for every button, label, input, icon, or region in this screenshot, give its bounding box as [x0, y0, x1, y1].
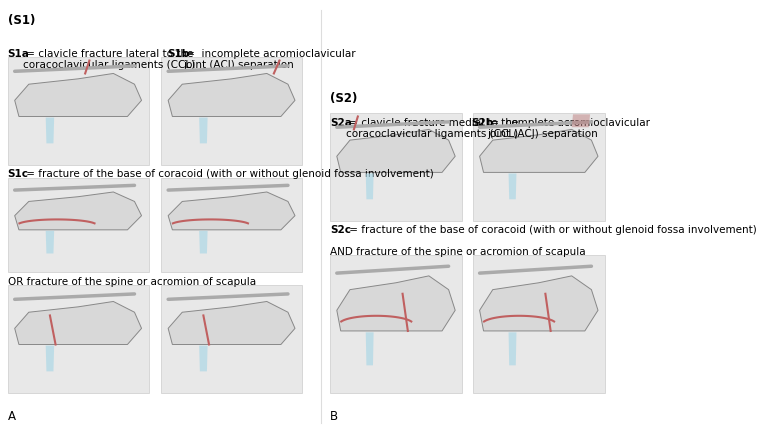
Text: = clavicle fracture lateral to the
coracoclavicular ligaments (CCL): = clavicle fracture lateral to the corac… — [23, 49, 195, 70]
FancyBboxPatch shape — [8, 178, 149, 272]
Polygon shape — [365, 332, 374, 365]
Text: = clavicle fracture medial to the
coracoclavicular ligaments (CCL): = clavicle fracture medial to the coraco… — [346, 117, 518, 139]
Text: S1a: S1a — [8, 49, 29, 59]
Polygon shape — [199, 346, 207, 372]
Polygon shape — [168, 192, 295, 230]
Polygon shape — [45, 346, 54, 372]
Text: S2a: S2a — [330, 117, 352, 128]
FancyBboxPatch shape — [473, 113, 604, 221]
Polygon shape — [168, 74, 295, 116]
Text: S1b: S1b — [167, 49, 190, 59]
Polygon shape — [509, 174, 517, 199]
Polygon shape — [45, 231, 54, 253]
FancyBboxPatch shape — [161, 285, 302, 393]
Text: OR fracture of the spine or acromion of scapula: OR fracture of the spine or acromion of … — [8, 277, 256, 287]
Polygon shape — [480, 129, 598, 172]
Text: S2c: S2c — [330, 225, 352, 235]
Text: A: A — [8, 410, 15, 423]
FancyBboxPatch shape — [473, 255, 604, 393]
Text: B: B — [330, 410, 338, 423]
Text: =  incomplete acromioclavicular
joint (ACJ) separation: = incomplete acromioclavicular joint (AC… — [183, 49, 355, 70]
Polygon shape — [509, 332, 517, 365]
Polygon shape — [168, 301, 295, 345]
Polygon shape — [337, 276, 455, 331]
Text: AND fracture of the spine or acromion of scapula: AND fracture of the spine or acromion of… — [330, 247, 586, 257]
Polygon shape — [15, 301, 142, 345]
Text: = fracture of the base of coracoid (with or without glenoid fossa involvement): = fracture of the base of coracoid (with… — [346, 225, 756, 235]
Polygon shape — [15, 74, 142, 116]
Text: S2b: S2b — [471, 117, 493, 128]
Polygon shape — [199, 117, 207, 143]
Polygon shape — [571, 114, 590, 127]
Text: (S2): (S2) — [330, 92, 358, 105]
FancyBboxPatch shape — [330, 113, 462, 221]
Text: =  complete acromioclavicular
joint (ACJ) separation: = complete acromioclavicular joint (ACJ)… — [487, 117, 650, 139]
FancyBboxPatch shape — [161, 178, 302, 272]
Polygon shape — [365, 174, 374, 199]
Polygon shape — [15, 192, 142, 230]
FancyBboxPatch shape — [8, 57, 149, 165]
Text: (S1): (S1) — [8, 14, 35, 27]
Text: = fracture of the base of coracoid (with or without glenoid fossa involvement): = fracture of the base of coracoid (with… — [23, 169, 434, 179]
FancyBboxPatch shape — [8, 285, 149, 393]
Polygon shape — [337, 129, 455, 172]
Text: S1c: S1c — [8, 169, 29, 179]
FancyBboxPatch shape — [161, 57, 302, 165]
Polygon shape — [199, 231, 207, 253]
FancyBboxPatch shape — [330, 255, 462, 393]
Polygon shape — [480, 276, 598, 331]
Polygon shape — [45, 117, 54, 143]
